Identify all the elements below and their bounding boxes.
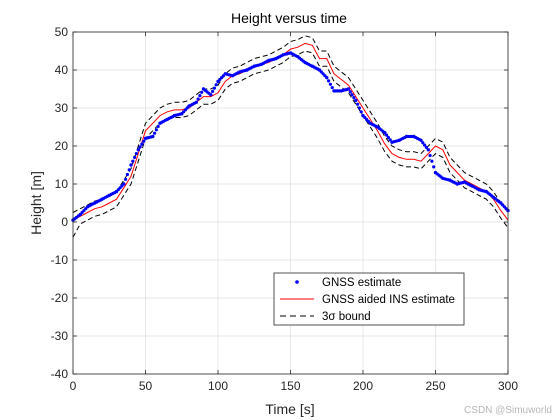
y-tick-label: 20 <box>55 139 69 153</box>
gnss-point-dense <box>211 89 215 93</box>
gnss-point-dense <box>200 90 204 94</box>
gnss-point-dense <box>423 143 427 147</box>
y-tick-label: 30 <box>55 101 69 115</box>
chart-title: Height versus time <box>231 10 347 26</box>
gnss-point-dense <box>214 83 218 87</box>
gnss-point-dense <box>430 159 434 163</box>
gnss-point-dense <box>131 159 135 163</box>
watermark: CSDN @Simuworld <box>464 405 552 416</box>
gnss-point-dense <box>356 102 360 106</box>
tick-labels: 0 50 100 150 200 250 300 -40 -30 -20 -10 0 10 20 30 40 5… <box>51 25 519 393</box>
gnss-point-dense <box>359 110 363 114</box>
gnss-point-dense <box>133 155 137 159</box>
y-tick-label: 10 <box>55 177 69 191</box>
gnss-point-dense <box>352 96 356 100</box>
gnss-point-dense <box>386 135 390 140</box>
gnss-point-dense <box>156 124 160 129</box>
y-tick-label: 0 <box>61 215 68 229</box>
y-tick-label: 40 <box>55 63 69 77</box>
gnss-point-dense <box>140 142 144 146</box>
y-tick-label: -40 <box>51 367 69 381</box>
gnss-point <box>354 98 358 103</box>
gnss-point-dense <box>212 86 216 90</box>
x-tick-label: 100 <box>208 379 228 393</box>
legend-marker-gnss <box>295 280 299 284</box>
gnss-point <box>194 100 198 105</box>
gnss-point <box>136 148 140 152</box>
gnss-point-dense <box>125 172 129 177</box>
gnss-point-dense <box>154 128 158 132</box>
gnss-point-dense <box>196 97 200 101</box>
gnss-point <box>151 134 155 139</box>
gnss-point-dense <box>357 106 361 110</box>
gnss-point-dense <box>350 93 354 97</box>
legend-label-gnss: GNSS estimate <box>322 277 401 289</box>
series-ins-line <box>72 42 509 221</box>
gnss-point-dense <box>124 177 128 181</box>
series-layer <box>71 35 510 238</box>
x-tick-label: 300 <box>498 379 518 393</box>
gnss-point <box>419 138 423 142</box>
gnss-point-dense <box>432 165 436 169</box>
gnss-point <box>346 87 351 91</box>
series-bound-upper <box>72 35 509 213</box>
gnss-point-dense <box>134 152 138 156</box>
y-tick-label: -10 <box>51 253 69 267</box>
gnss-point-dense <box>198 94 202 98</box>
gnss-point-dense <box>428 153 432 158</box>
x-tick-label: 50 <box>139 379 153 393</box>
y-tick-label: 50 <box>55 25 69 39</box>
legend-label-bound: 3σ bound <box>322 311 371 323</box>
gnss-point-dense <box>388 138 392 142</box>
y-tick-label: -30 <box>51 329 69 343</box>
legend: GNSS estimate GNSS aided INS estimate 3σ… <box>273 272 465 326</box>
x-tick-label: 0 <box>70 379 77 393</box>
gnss-point-dense <box>330 86 334 90</box>
legend-label-ins: GNSS aided INS estimate <box>322 294 455 306</box>
gnss-point <box>383 131 387 135</box>
gnss-point <box>129 163 133 167</box>
gnss-point-dense <box>142 139 146 143</box>
gnss-point-dense <box>138 145 142 149</box>
gnss-point-dense <box>153 131 157 135</box>
x-tick-label: 200 <box>353 379 373 393</box>
y-axis-label: Height [m] <box>28 171 44 235</box>
y-tick-label: -20 <box>51 291 69 305</box>
x-axis-label: Time [s] <box>265 401 314 417</box>
gnss-point <box>426 148 430 152</box>
gnss-point-dense <box>327 79 331 83</box>
gnss-point <box>325 75 329 80</box>
gnss-point-dense <box>127 168 131 172</box>
gnss-point-dense <box>328 82 332 86</box>
gnss-point-dense <box>424 145 428 149</box>
x-tick-label: 250 <box>425 379 445 393</box>
gnss-point <box>122 182 126 186</box>
gnss-point-dense <box>385 133 389 137</box>
x-tick-label: 150 <box>280 379 300 393</box>
ticks <box>72 31 509 375</box>
gnss-point-dense <box>421 141 425 145</box>
gnss-point-dense <box>348 90 352 94</box>
gnss-point <box>209 93 213 97</box>
